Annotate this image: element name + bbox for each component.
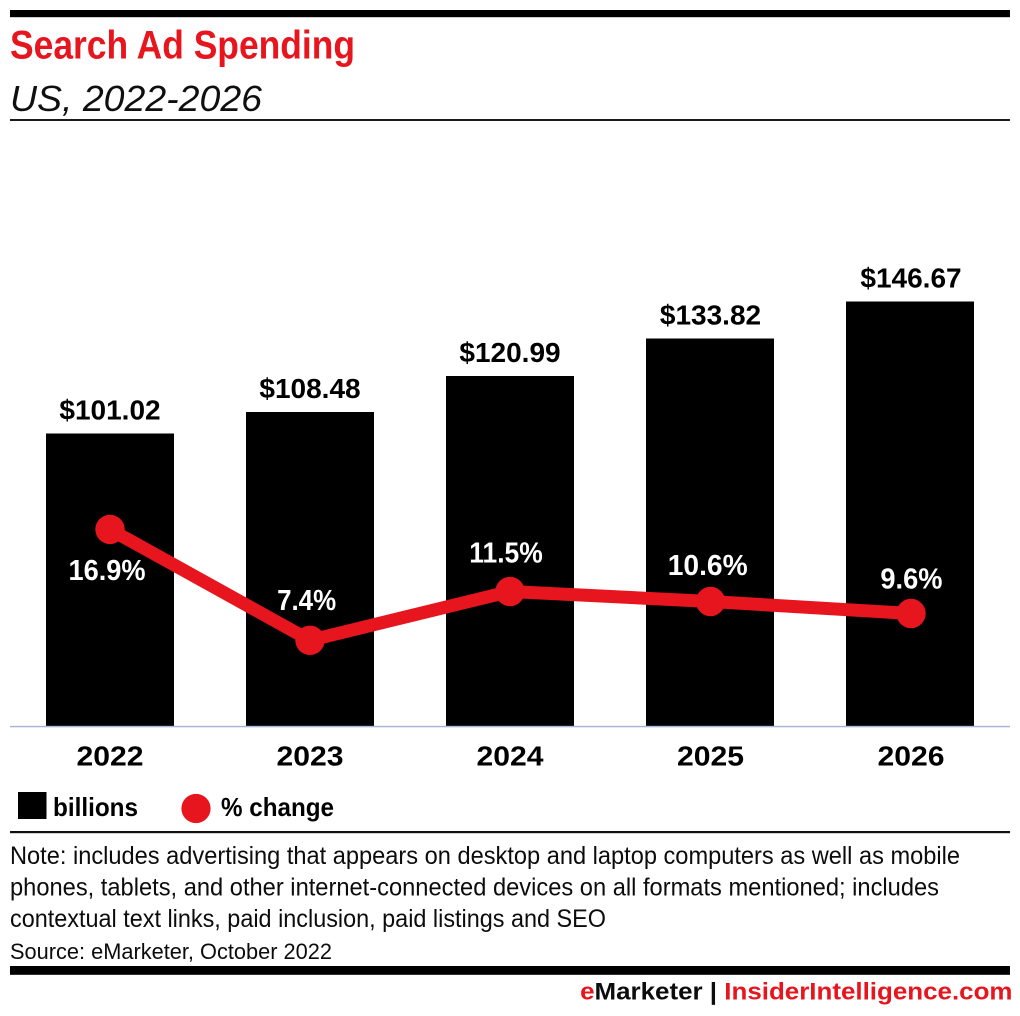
svg-text:$146.67: $146.67 — [860, 263, 961, 294]
svg-text:phones, tablets, and other int: phones, tablets, and other internet-conn… — [10, 874, 939, 902]
svg-text:$133.82: $133.82 — [660, 300, 761, 331]
svg-text:contextual text links, paid in: contextual text links, paid inclusion, p… — [10, 905, 606, 933]
svg-text:7.4%: 7.4% — [277, 585, 336, 617]
svg-text:Source: eMarketer, October 202: Source: eMarketer, October 2022 — [10, 939, 332, 964]
svg-text:2026: 2026 — [878, 741, 945, 772]
svg-text:% change: % change — [221, 792, 334, 822]
svg-text:16.9%: 16.9% — [69, 555, 146, 587]
svg-text:2023: 2023 — [277, 741, 344, 772]
svg-text:10.6%: 10.6% — [668, 550, 748, 582]
svg-text:$101.02: $101.02 — [59, 394, 160, 425]
svg-text:Note: includes advertising tha: Note: includes advertising that appears … — [10, 842, 960, 870]
svg-text:2024: 2024 — [477, 741, 544, 772]
svg-text:eMarketer | InsiderIntelligenc: eMarketer | InsiderIntelligence.com — [580, 978, 1012, 1005]
svg-text:9.6%: 9.6% — [880, 564, 942, 596]
svg-text:$120.99: $120.99 — [459, 337, 560, 368]
svg-text:$108.48: $108.48 — [259, 373, 360, 404]
svg-text:2022: 2022 — [77, 741, 144, 772]
svg-text:billions: billions — [53, 792, 138, 822]
svg-text:11.5%: 11.5% — [469, 538, 543, 570]
svg-text:Search Ad Spending: Search Ad Spending — [10, 24, 355, 68]
svg-text:2025: 2025 — [677, 741, 744, 772]
svg-text:US, 2022-2026: US, 2022-2026 — [10, 78, 263, 119]
